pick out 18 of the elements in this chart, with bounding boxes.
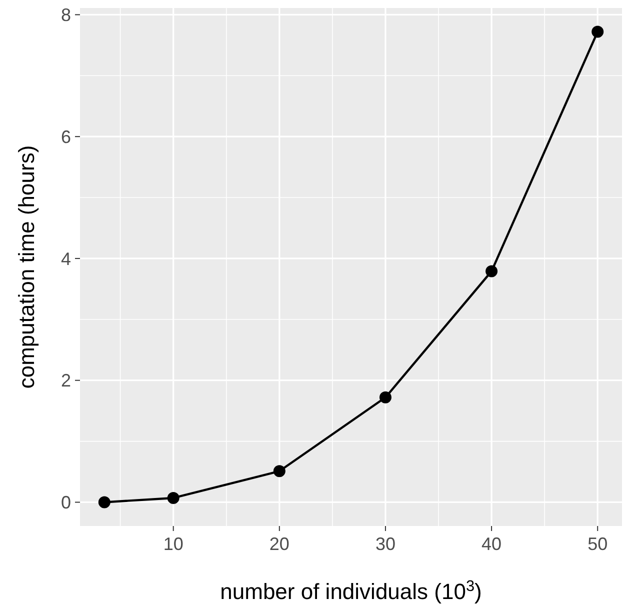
y-tick-label: 6 [60, 126, 71, 147]
y-tick-label: 0 [60, 492, 71, 513]
y-tick-label: 4 [60, 248, 71, 269]
point [167, 492, 180, 504]
x-tick-label: 30 [375, 534, 396, 554]
y-axis-title: computation time (hours) [14, 145, 39, 389]
x-axis-title: number of individuals (10$^{3}$) [220, 578, 482, 604]
point [379, 391, 392, 404]
point [273, 465, 286, 478]
x-tick-label: 50 [588, 534, 608, 554]
point [98, 496, 110, 508]
x-tick-label: 20 [269, 534, 290, 554]
x-tick-label: 40 [482, 534, 502, 554]
point [592, 26, 604, 38]
x-tick-label: 10 [163, 534, 184, 554]
y-tick-label: 8 [60, 5, 71, 26]
y-tick-label: 2 [60, 370, 71, 391]
point [486, 265, 498, 278]
